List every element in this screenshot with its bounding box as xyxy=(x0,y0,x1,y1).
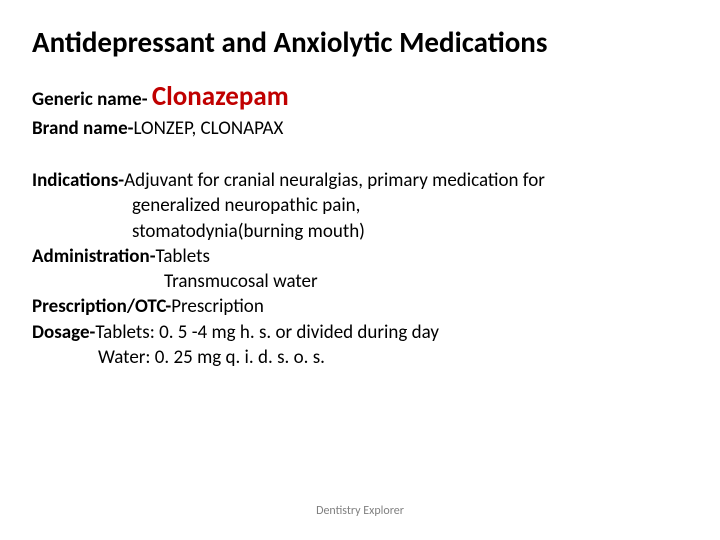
administration-line-2: Transmucosal water xyxy=(32,269,688,294)
prescription-line: Prescription/OTC-Prescription xyxy=(32,294,688,319)
dosage-line-2: Water: 0. 25 mg q. i. d. s. o. s. xyxy=(32,345,688,370)
generic-name-label: Generic name- xyxy=(32,88,152,111)
brand-name-line: Brand name-LONZEP, CLONAPAX xyxy=(32,117,688,140)
administration-line-1: Administration-Tablets xyxy=(32,244,688,269)
generic-name-value: Clonazepam xyxy=(152,80,289,113)
dosage-text-1: Tablets: 0. 5 -4 mg h. s. or divided dur… xyxy=(95,321,439,344)
slide-title: Antidepressant and Anxiolytic Medication… xyxy=(32,24,688,60)
prescription-value: Prescription xyxy=(171,295,264,318)
administration-text-1: Tablets xyxy=(156,245,210,268)
details-block: Indications-Adjuvant for cranial neuralg… xyxy=(32,168,688,370)
dosage-label: Dosage- xyxy=(32,321,95,344)
generic-name-line: Generic name- Clonazepam xyxy=(32,80,688,113)
indications-text-1: Adjuvant for cranial neuralgias, primary… xyxy=(124,169,545,192)
footer-text: Dentistry Explorer xyxy=(0,504,720,518)
prescription-label: Prescription/OTC- xyxy=(32,295,171,318)
brand-name-value: LONZEP, CLONAPAX xyxy=(133,117,283,140)
indications-line-1: Indications-Adjuvant for cranial neuralg… xyxy=(32,168,688,193)
indications-label: Indications- xyxy=(32,169,124,192)
administration-label: Administration- xyxy=(32,245,156,268)
indications-line-2: generalized neuropathic pain, xyxy=(32,193,688,218)
dosage-line-1: Dosage-Tablets: 0. 5 -4 mg h. s. or divi… xyxy=(32,320,688,345)
indications-line-3: stomatodynia(burning mouth) xyxy=(32,219,688,244)
brand-name-label: Brand name- xyxy=(32,117,133,140)
